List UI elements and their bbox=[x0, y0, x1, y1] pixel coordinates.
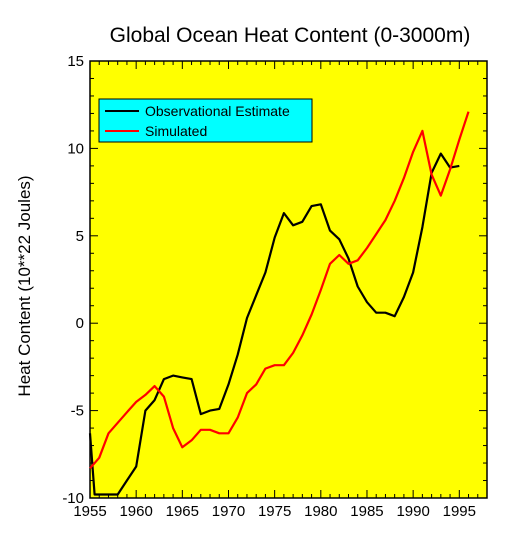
axis-ticks bbox=[89, 60, 488, 499]
chart-title: Global Ocean Heat Content (0-3000m) bbox=[110, 24, 471, 47]
y-tick-label: -10 bbox=[62, 490, 84, 507]
legend-label-observational: Observational Estimate bbox=[145, 103, 290, 119]
y-tick-label: 15 bbox=[67, 53, 84, 70]
x-tick-label: 1975 bbox=[258, 503, 291, 520]
legend-box bbox=[98, 98, 313, 143]
x-tick-label: 1960 bbox=[119, 503, 152, 520]
x-tick-labels: 1955 1960 1965 1970 1975 1980 1985 1990 1995 bbox=[73, 503, 476, 520]
series-lines bbox=[88, 111, 470, 496]
x-tick-label: 1970 bbox=[212, 503, 245, 520]
y-tick-label: -5 bbox=[71, 403, 84, 420]
legend: Observational Estimate Simulated bbox=[98, 98, 313, 143]
y-tick-label: 10 bbox=[67, 140, 84, 157]
legend-label-simulated: Simulated bbox=[145, 123, 207, 139]
y-tick-labels: -10 -5 0 5 10 15 bbox=[62, 53, 84, 507]
x-tick-label: 1995 bbox=[443, 503, 476, 520]
x-tick-label: 1980 bbox=[304, 503, 337, 520]
series-line-simulated bbox=[89, 111, 470, 470]
series-line-observational bbox=[88, 152, 460, 496]
x-tick-label: 1965 bbox=[166, 503, 199, 520]
x-tick-label: 1955 bbox=[73, 503, 106, 520]
y-axis-label: Heat Content (10**22 Joules) bbox=[15, 175, 34, 396]
x-tick-label: 1985 bbox=[350, 503, 383, 520]
y-tick-label: 0 bbox=[76, 315, 84, 332]
x-tick-label: 1990 bbox=[396, 503, 429, 520]
y-tick-label: 5 bbox=[76, 228, 84, 245]
